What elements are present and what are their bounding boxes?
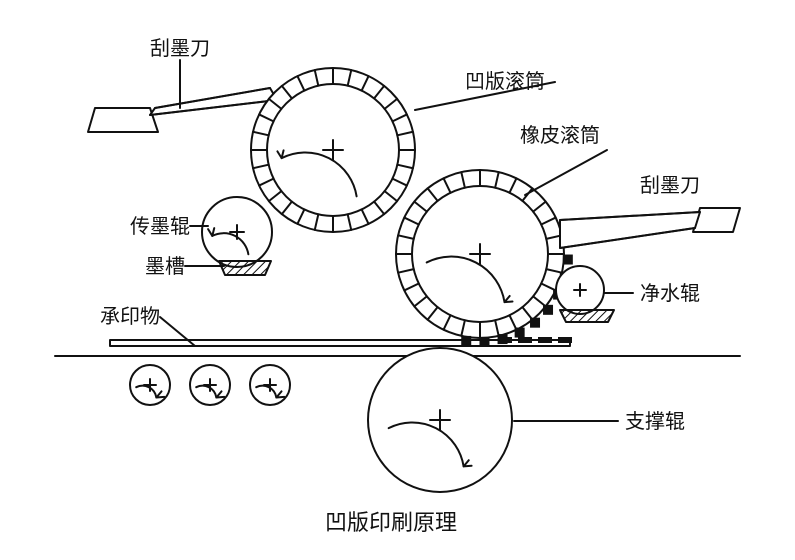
- label-ink-trough: 墨槽: [145, 255, 185, 278]
- label-ink-roller: 传墨辊: [130, 215, 190, 238]
- gravure-printing-diagram: 刮墨刀凹版滚筒橡皮滚筒刮墨刀传墨辊墨槽净水辊承印物支撑辊凹版印刷原理: [0, 0, 795, 560]
- label-substrate: 承印物: [100, 305, 160, 328]
- label-doctor-blade-left: 刮墨刀: [150, 37, 210, 60]
- label-doctor-blade-right: 刮墨刀: [640, 174, 700, 197]
- diagram-title: 凹版印刷原理: [325, 510, 457, 535]
- label-water-roller: 净水辊: [640, 282, 700, 305]
- label-gravure-cylinder: 凹版滚筒: [465, 70, 545, 93]
- label-blanket-cylinder: 橡皮滚筒: [520, 124, 600, 147]
- label-support-roller: 支撑辊: [625, 410, 685, 433]
